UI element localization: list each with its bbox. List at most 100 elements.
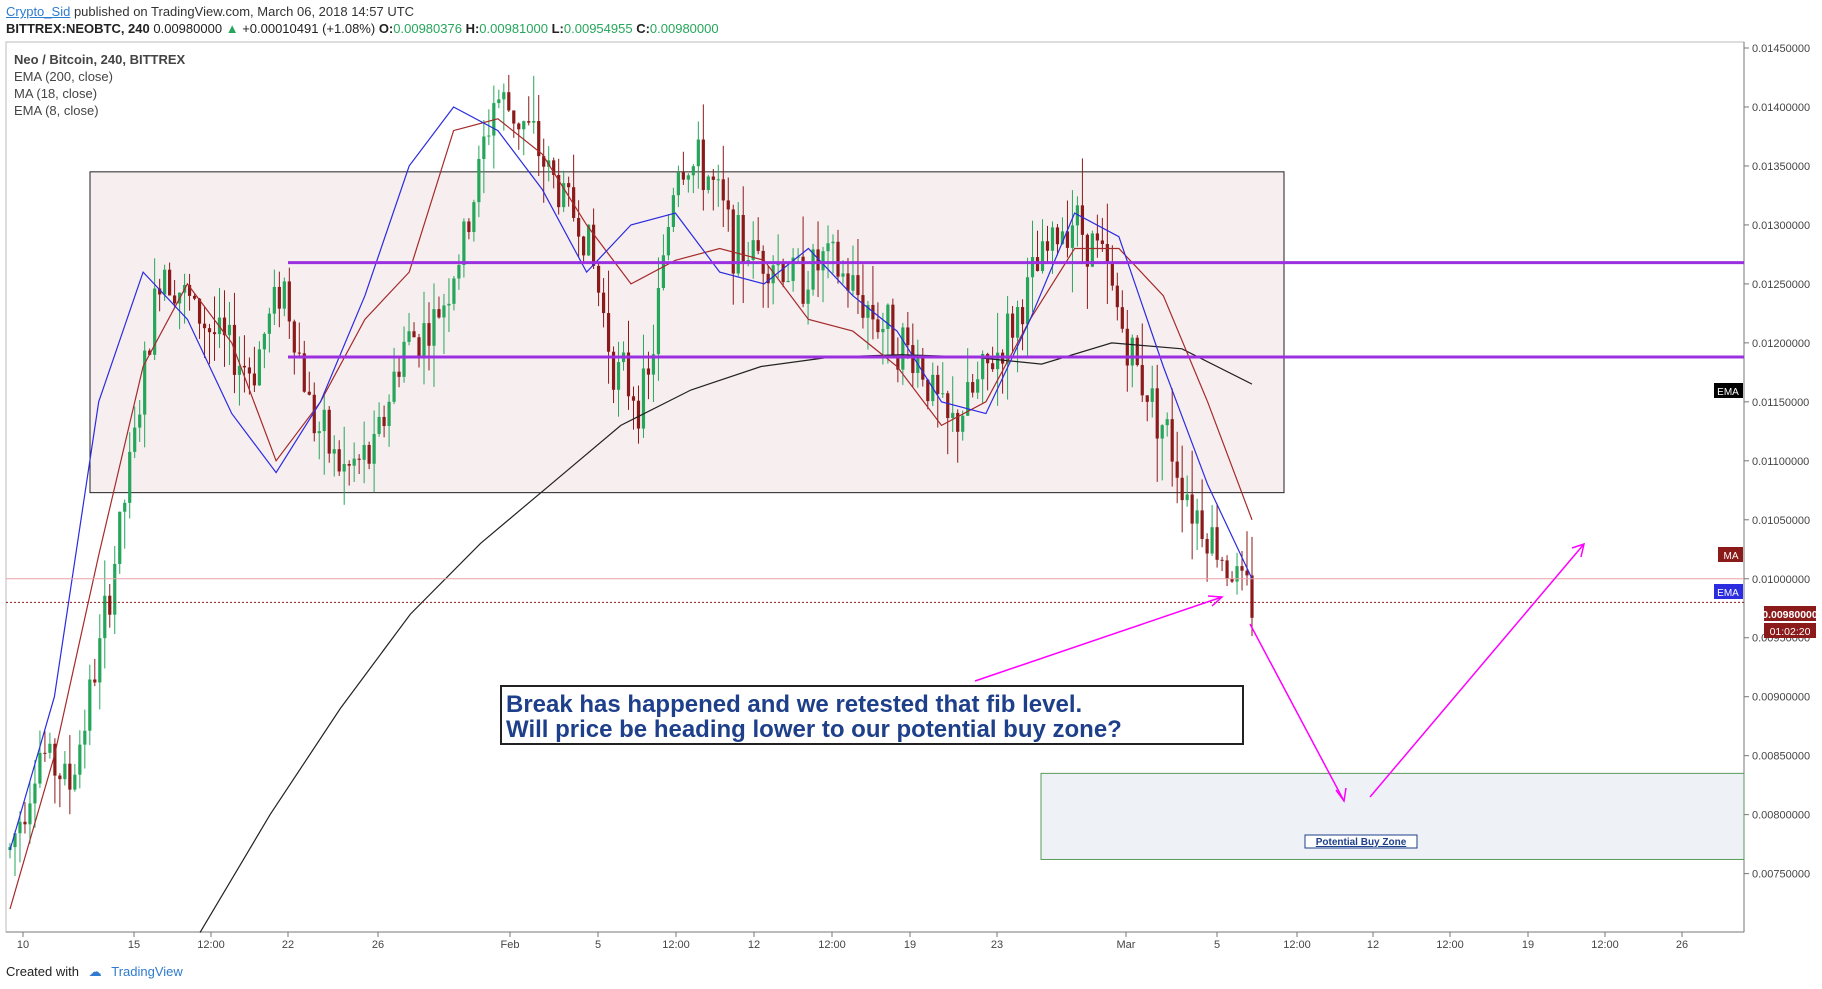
- candle-body: [1010, 313, 1015, 338]
- legend-ema8[interactable]: EMA (8, close): [14, 103, 99, 118]
- x-tick-label: 12: [748, 939, 760, 951]
- candle-body: [1190, 494, 1194, 524]
- candle-body: [1160, 425, 1164, 439]
- candle-body: [1045, 241, 1050, 251]
- ema8-badge: EMA: [1714, 584, 1743, 599]
- candles-group: [8, 74, 1254, 877]
- candle-body: [611, 351, 616, 390]
- candle-body: [572, 187, 576, 218]
- arrow-up-from-zone: [1369, 543, 1585, 798]
- price-change: +0.00010491 (+1.08%): [242, 21, 376, 36]
- arrowhead-up-icon: [1571, 542, 1586, 558]
- svg-text:MA: MA: [1724, 551, 1739, 562]
- annotation-box[interactable]: [500, 685, 1244, 745]
- candle-body: [387, 401, 391, 427]
- candle-body: [207, 328, 212, 333]
- candle-body: [577, 217, 581, 237]
- candle-body: [312, 394, 316, 434]
- candle-body: [352, 458, 356, 466]
- candle-body: [522, 121, 526, 130]
- author-link[interactable]: Crypto_Sid: [6, 4, 71, 19]
- candle-body: [407, 331, 411, 342]
- candle-body: [651, 354, 656, 375]
- candle-body: [1250, 575, 1254, 618]
- candle-body: [821, 251, 825, 271]
- y-tick-label: 0.01300000: [1752, 220, 1810, 232]
- candle-body: [866, 304, 870, 318]
- annotation-arrows: [974, 542, 1586, 803]
- candle-body: [138, 414, 142, 428]
- candle-body: [472, 202, 476, 233]
- chart-header-line-1: Crypto_Sid published on TradingView.com,…: [6, 4, 414, 19]
- candle-body: [921, 357, 925, 380]
- candle-body: [671, 195, 675, 227]
- time-axis[interactable]: 10 15 12:00 22 26 Feb 5 12:00 12 12:00 19 23 Mar 5 12:…: [17, 932, 1688, 951]
- candle-body: [756, 240, 760, 251]
- candle-body: [856, 275, 860, 296]
- candle-body: [342, 463, 346, 472]
- candle-body: [98, 638, 102, 683]
- candle-body: [886, 304, 890, 329]
- candle-body: [587, 224, 591, 256]
- candle-body: [63, 763, 67, 780]
- annotation-line-1: Break has happened and we retested that …: [506, 691, 1082, 718]
- candle-body: [1005, 313, 1010, 364]
- candle-body: [726, 200, 730, 210]
- buy-zone-label: Potential Buy Zone: [1316, 837, 1407, 848]
- candle-body: [133, 427, 137, 452]
- candle-body: [18, 821, 22, 834]
- price-axis[interactable]: 0.01450000 0.01400000 0.01350000 0.01300000…: [1744, 43, 1810, 881]
- candle-body: [741, 214, 745, 264]
- candle-body: [347, 463, 351, 466]
- candle-body: [392, 371, 396, 402]
- arrow-to-retest: [974, 596, 1223, 682]
- created-with-text: Created with: [6, 964, 79, 979]
- candle-body: [1145, 395, 1149, 402]
- candle-body: [906, 327, 910, 346]
- candle-body: [153, 288, 157, 355]
- legend-ma18[interactable]: MA (18, close): [14, 86, 97, 101]
- x-tick-label: Feb: [501, 939, 520, 951]
- candle-body: [1155, 388, 1159, 439]
- candle-body: [996, 352, 1000, 370]
- candle-body: [118, 511, 122, 564]
- candle-body: [252, 373, 257, 386]
- x-tick-label: Mar: [1117, 939, 1136, 951]
- candle-body: [1070, 225, 1075, 248]
- tradingview-link[interactable]: TradingView: [111, 964, 183, 979]
- x-tick-label: 22: [282, 939, 294, 951]
- candle-body: [537, 121, 541, 157]
- candle-body: [861, 295, 865, 318]
- candle-body: [716, 179, 720, 181]
- candle-body: [362, 444, 366, 460]
- candle-body: [1040, 241, 1045, 272]
- x-tick-label: 12: [1367, 939, 1379, 951]
- y-tick-label: 0.00850000: [1752, 751, 1810, 763]
- legend-ema200[interactable]: EMA (200, close): [14, 69, 113, 84]
- y-tick-label: 0.01150000: [1752, 397, 1809, 409]
- candle-body: [936, 374, 940, 394]
- buy-zone-label-box: [1304, 834, 1418, 849]
- candle-body: [422, 323, 426, 356]
- candle-body: [1025, 277, 1030, 325]
- candle-body: [806, 289, 810, 304]
- candle-body: [1085, 234, 1089, 267]
- candle-body: [1135, 337, 1139, 366]
- candle-body: [242, 365, 247, 368]
- up-triangle-icon: ▲: [225, 21, 239, 36]
- candle-body: [1065, 231, 1070, 248]
- candle-body: [23, 821, 27, 825]
- candle-body: [562, 183, 566, 208]
- candle-body: [731, 209, 735, 274]
- candle-body: [357, 458, 361, 460]
- chart-header-line-2: BITTREX:NEOBTC, 240 0.00980000 ▲ +0.0001…: [6, 21, 719, 36]
- candle-body: [367, 444, 371, 464]
- published-text: published on TradingView.com, March 06, …: [73, 4, 415, 19]
- candle-body: [946, 393, 950, 419]
- candle-body: [826, 243, 830, 252]
- candle-body: [123, 502, 127, 512]
- x-tick-label: 5: [595, 939, 601, 951]
- candle-body: [402, 341, 406, 377]
- y-tick-label: 0.00900000: [1752, 692, 1810, 704]
